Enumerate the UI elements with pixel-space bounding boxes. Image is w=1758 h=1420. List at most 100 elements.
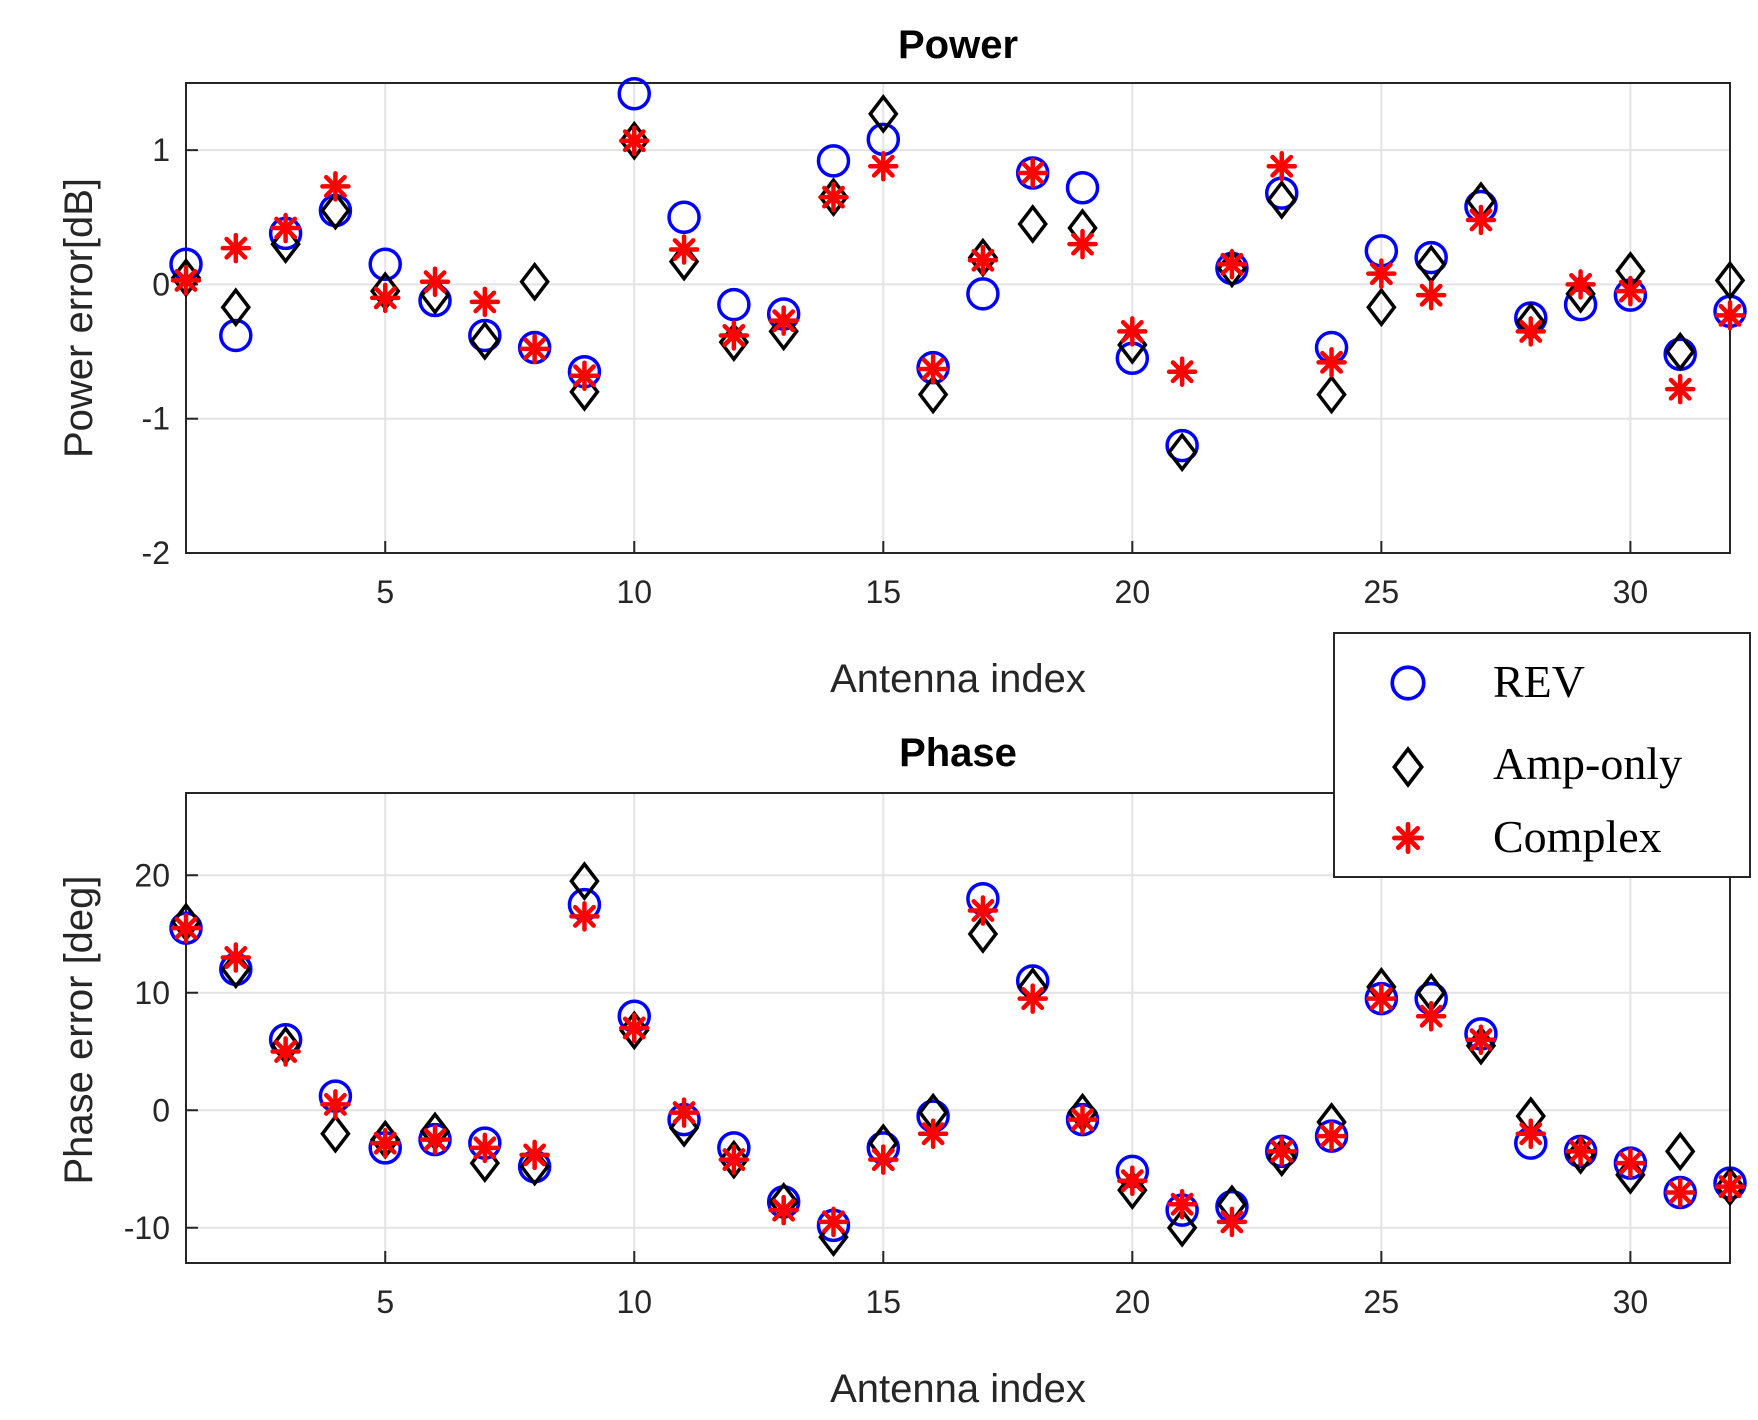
phase-point-complex-22 [1216,1206,1248,1238]
power-ytick-label: 1 [152,132,170,168]
legend-markers [1390,665,1426,855]
power-point-complex-28 [1515,316,1547,347]
phase-point-complex-8 [519,1139,550,1171]
power-point-amp-only-8 [519,261,550,302]
phase-xtick-label: 10 [616,1284,652,1320]
power-point-complex-4 [320,171,351,202]
phase-point-complex-13 [768,1194,799,1226]
phase-point-complex-15 [868,1144,899,1175]
phase-ylabel: Phase error [deg] [57,875,101,1184]
phase-point-complex-30 [1615,1147,1646,1179]
phase-point-complex-1 [170,912,202,944]
phase-point-amp-only-9 [569,861,600,902]
power-point-rev-11 [667,200,701,235]
phase-point-complex-4 [320,1089,351,1120]
power-point-complex-17 [967,245,999,276]
phase-xlabel: Antenna index [830,1367,1086,1411]
power-point-complex-6 [419,266,451,297]
power-ytick-label: -2 [142,535,170,571]
power-point-complex-13 [768,305,799,336]
phase-markers [169,861,1747,1258]
power-point-complex-9 [569,360,600,391]
power-point-complex-14 [818,181,849,213]
phase-series-complex [170,895,1746,1238]
power-point-complex-8 [519,333,550,365]
power-xtick-label: 30 [1613,574,1649,610]
power-xlabel: Antenna index [830,657,1086,701]
phase-point-complex-24 [1316,1120,1347,1152]
power-point-complex-26 [1415,279,1447,311]
power-xtick-label: 10 [616,574,652,610]
power-series-complex [170,125,1746,405]
power-point-complex-22 [1216,249,1248,280]
power-point-amp-only-32 [1714,260,1746,301]
power-point-amp-only-16 [917,374,949,415]
phase-point-complex-6 [419,1124,451,1155]
phase-xtick-label: 20 [1115,1284,1151,1320]
phase-point-complex-2 [220,942,252,973]
legend-marker-complex [1391,821,1425,855]
power-point-amp-only-2 [220,287,252,328]
phase-xtick-label: 15 [865,1284,901,1320]
phase-point-complex-23 [1266,1136,1297,1167]
power-point-rev-26 [1414,240,1448,275]
power-point-complex-20 [1117,316,1148,347]
phase-ticks: 5 10 15 20 25 30 -10 0 10 20 [124,857,1648,1320]
power-title: Power [898,23,1018,67]
power-point-rev-21 [1165,428,1199,463]
phase-point-amp-only-4 [320,1113,351,1154]
power-markers [169,76,1747,473]
power-point-complex-5 [369,282,401,314]
phase-point-amp-only-17 [967,914,999,954]
phase-point-complex-12 [718,1144,750,1175]
power-point-complex-1 [170,265,202,296]
phase-point-complex-28 [1515,1118,1547,1149]
power-ticks: 5 10 15 20 25 30 -2 -1 0 1 [142,132,1649,610]
power-point-rev-2 [219,318,253,353]
phase-ytick-label: 20 [134,857,170,893]
power-point-amp-only-31 [1664,331,1696,372]
power-point-rev-5 [368,247,402,282]
phase-point-complex-16 [917,1118,949,1149]
phase-point-amp-only-31 [1664,1131,1696,1172]
power-xtick-label: 20 [1115,574,1151,610]
power-point-complex-7 [469,286,501,318]
phase-point-complex-3 [270,1036,301,1067]
power-point-complex-12 [718,320,750,351]
power-point-complex-11 [668,234,700,265]
power-point-complex-29 [1565,269,1596,300]
power-xtick-label: 15 [865,574,901,610]
phase-point-complex-10 [619,1012,650,1044]
phase-xtick-label: 25 [1364,1284,1400,1320]
phase-point-complex-5 [369,1127,401,1159]
power-point-complex-3 [270,212,301,244]
phase-point-complex-9 [569,901,600,932]
legend-marker-rev [1390,665,1426,701]
power-ylabel: Power error[dB] [57,178,101,458]
phase-xtick-label: 30 [1613,1284,1649,1320]
phase-point-amp-only-20 [1117,1170,1148,1211]
power-point-rev-14 [816,144,851,178]
power-point-amp-only-13 [768,311,799,352]
power-point-complex-27 [1465,204,1497,236]
phase-title: Phase [899,731,1017,775]
phase-ytick-label: -10 [124,1210,170,1246]
phase-point-complex-7 [469,1132,501,1164]
power-plot: 5 10 15 20 25 30 -2 -1 0 1 Power Antenna index Po… [57,23,1747,701]
phase-point-complex-25 [1366,983,1397,1014]
power-point-complex-32 [1714,300,1746,331]
power-point-amp-only-23 [1266,179,1297,220]
phase-point-complex-14 [818,1206,849,1238]
legend-label-rev: REV [1493,656,1585,707]
legend: REV Amp-only Complex [1333,632,1751,878]
power-point-amp-only-7 [469,320,501,361]
power-point-complex-18 [1017,157,1048,189]
phase-point-complex-31 [1664,1177,1696,1208]
power-point-amp-only-24 [1316,374,1347,415]
power-point-amp-only-18 [1017,204,1048,244]
legend-label-complex: Complex [1493,811,1662,862]
phase-point-complex-20 [1117,1165,1148,1196]
power-point-rev-7 [468,318,502,353]
phase-axes-box [185,792,1731,1264]
